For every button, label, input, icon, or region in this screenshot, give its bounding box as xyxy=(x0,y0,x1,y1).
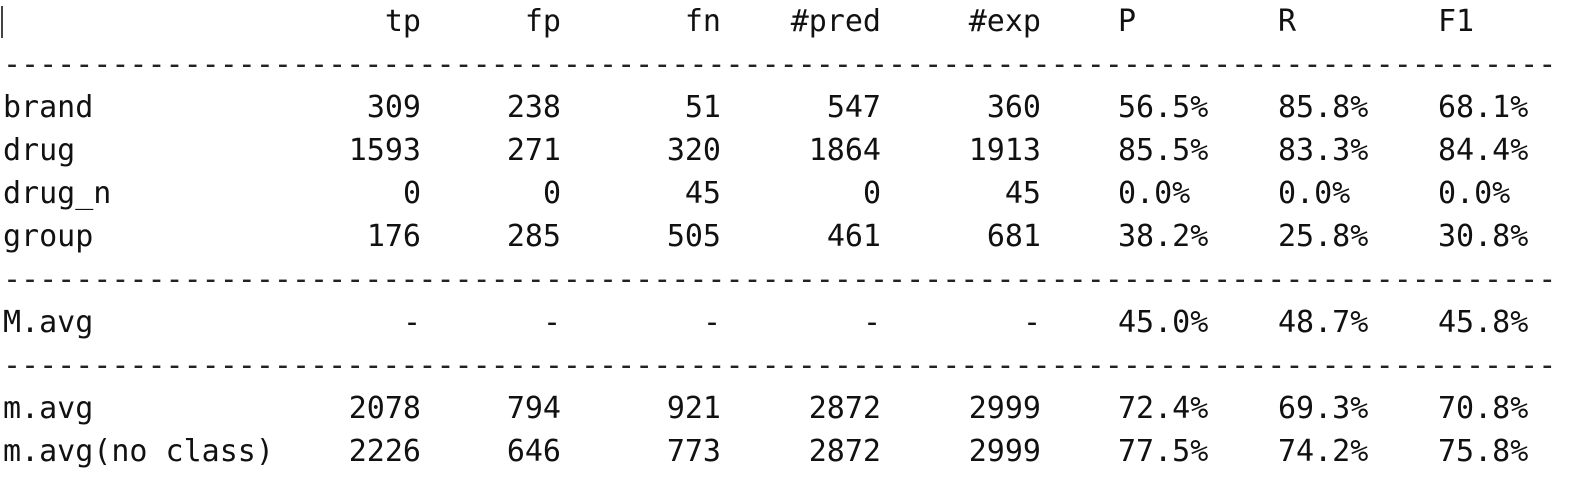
header-f1: F1 xyxy=(1438,4,1475,39)
separator-line-2: ----------------------------------------… xyxy=(3,262,1553,297)
cell-precision: 72.4% xyxy=(1118,391,1209,426)
cell-f1: 75.8% xyxy=(1438,434,1529,469)
cell-recall: 0.0% xyxy=(1278,176,1351,211)
cell-exp: 681 xyxy=(986,219,1041,254)
cell-fn: 51 xyxy=(684,90,721,125)
micro-average-row: m.avg 2078 794 921 2872 2999 72.4% 69.3%… xyxy=(3,387,1553,430)
cell-precision: 45.0% xyxy=(1118,305,1209,340)
cell-f1: 70.8% xyxy=(1438,391,1529,426)
header-tp: tp xyxy=(384,4,421,39)
header-pred: #pred xyxy=(790,4,881,39)
cell-tp: - xyxy=(402,305,421,340)
text-cursor-mark xyxy=(1,6,3,38)
row-label: m.avg xyxy=(3,391,94,426)
cell-pred: 2872 xyxy=(808,391,881,426)
row-label: drug_n xyxy=(3,176,112,211)
cell-exp: 360 xyxy=(986,90,1041,125)
cell-fn: 921 xyxy=(666,391,721,426)
cell-exp: - xyxy=(1022,305,1041,340)
table-row: brand 309 238 51 547 360 56.5% 85.8% 68.… xyxy=(3,86,1553,129)
cell-fn: 45 xyxy=(684,176,721,211)
cell-pred: 461 xyxy=(826,219,881,254)
row-label: m.avg(no class) xyxy=(3,434,274,469)
cell-fn: 505 xyxy=(666,219,721,254)
cell-tp: 2078 xyxy=(348,391,421,426)
cell-f1: 84.4% xyxy=(1438,133,1529,168)
table-row: group 176 285 505 461 681 38.2% 25.8% 30… xyxy=(3,215,1553,258)
cell-pred: 0 xyxy=(862,176,881,211)
cell-pred: 2872 xyxy=(808,434,881,469)
cell-f1: 45.8% xyxy=(1438,305,1529,340)
table-row: drug 1593 271 320 1864 1913 85.5% 83.3% … xyxy=(3,129,1553,172)
macro-average-row: M.avg - - - - - 45.0% 48.7% 45.8% xyxy=(3,301,1553,344)
cell-precision: 0.0% xyxy=(1118,176,1191,211)
cell-fp: 238 xyxy=(506,90,561,125)
cell-pred: 1864 xyxy=(808,133,881,168)
evaluation-report: tp fp fn #pred #exp P R F1 -------------… xyxy=(3,0,1553,473)
cell-precision: 77.5% xyxy=(1118,434,1209,469)
cell-precision: 85.5% xyxy=(1118,133,1209,168)
cell-precision: 38.2% xyxy=(1118,219,1209,254)
separator-line-1: ----------------------------------------… xyxy=(3,47,1553,82)
cell-fp: - xyxy=(542,305,561,340)
header-exp: #exp xyxy=(968,4,1041,39)
row-label: drug xyxy=(3,133,76,168)
cell-precision: 56.5% xyxy=(1118,90,1209,125)
header-precision: P xyxy=(1118,4,1137,39)
cell-recall: 85.8% xyxy=(1278,90,1369,125)
cell-tp: 309 xyxy=(366,90,421,125)
cell-fn: 773 xyxy=(666,434,721,469)
cell-recall: 83.3% xyxy=(1278,133,1369,168)
cell-exp: 2999 xyxy=(968,434,1041,469)
cell-fn: - xyxy=(702,305,721,340)
separator-line-3: ----------------------------------------… xyxy=(3,348,1553,383)
cell-exp: 45 xyxy=(1004,176,1041,211)
header-row: tp fp fn #pred #exp P R F1 xyxy=(3,0,1553,40)
cell-recall: 69.3% xyxy=(1278,391,1369,426)
row-label: brand xyxy=(3,90,94,125)
cell-fp: 271 xyxy=(506,133,561,168)
cell-fp: 285 xyxy=(506,219,561,254)
cell-recall: 48.7% xyxy=(1278,305,1369,340)
table-row: drug_n 0 0 45 0 45 0.0% 0.0% 0.0% xyxy=(3,172,1553,215)
cell-recall: 25.8% xyxy=(1278,219,1369,254)
cell-fp: 794 xyxy=(506,391,561,426)
cell-f1: 0.0% xyxy=(1438,176,1511,211)
cell-tp: 0 xyxy=(402,176,421,211)
cell-exp: 1913 xyxy=(968,133,1041,168)
cell-tp: 176 xyxy=(366,219,421,254)
header-fn: fn xyxy=(684,4,721,39)
row-label: M.avg xyxy=(3,305,94,340)
row-label: group xyxy=(3,219,94,254)
cell-f1: 68.1% xyxy=(1438,90,1529,125)
header-recall: R xyxy=(1278,4,1297,39)
cell-tp: 2226 xyxy=(348,434,421,469)
cell-fn: 320 xyxy=(666,133,721,168)
cell-fp: 646 xyxy=(506,434,561,469)
cell-pred: 547 xyxy=(826,90,881,125)
cell-exp: 2999 xyxy=(968,391,1041,426)
header-fp: fp xyxy=(524,4,561,39)
cell-pred: - xyxy=(862,305,881,340)
cell-recall: 74.2% xyxy=(1278,434,1369,469)
separator-1 xyxy=(3,43,1553,59)
cell-f1: 30.8% xyxy=(1438,219,1529,254)
cell-fp: 0 xyxy=(542,176,561,211)
micro-average-no-class-row: m.avg(no class) 2226 646 773 2872 2999 7… xyxy=(3,430,1553,473)
cell-tp: 1593 xyxy=(348,133,421,168)
